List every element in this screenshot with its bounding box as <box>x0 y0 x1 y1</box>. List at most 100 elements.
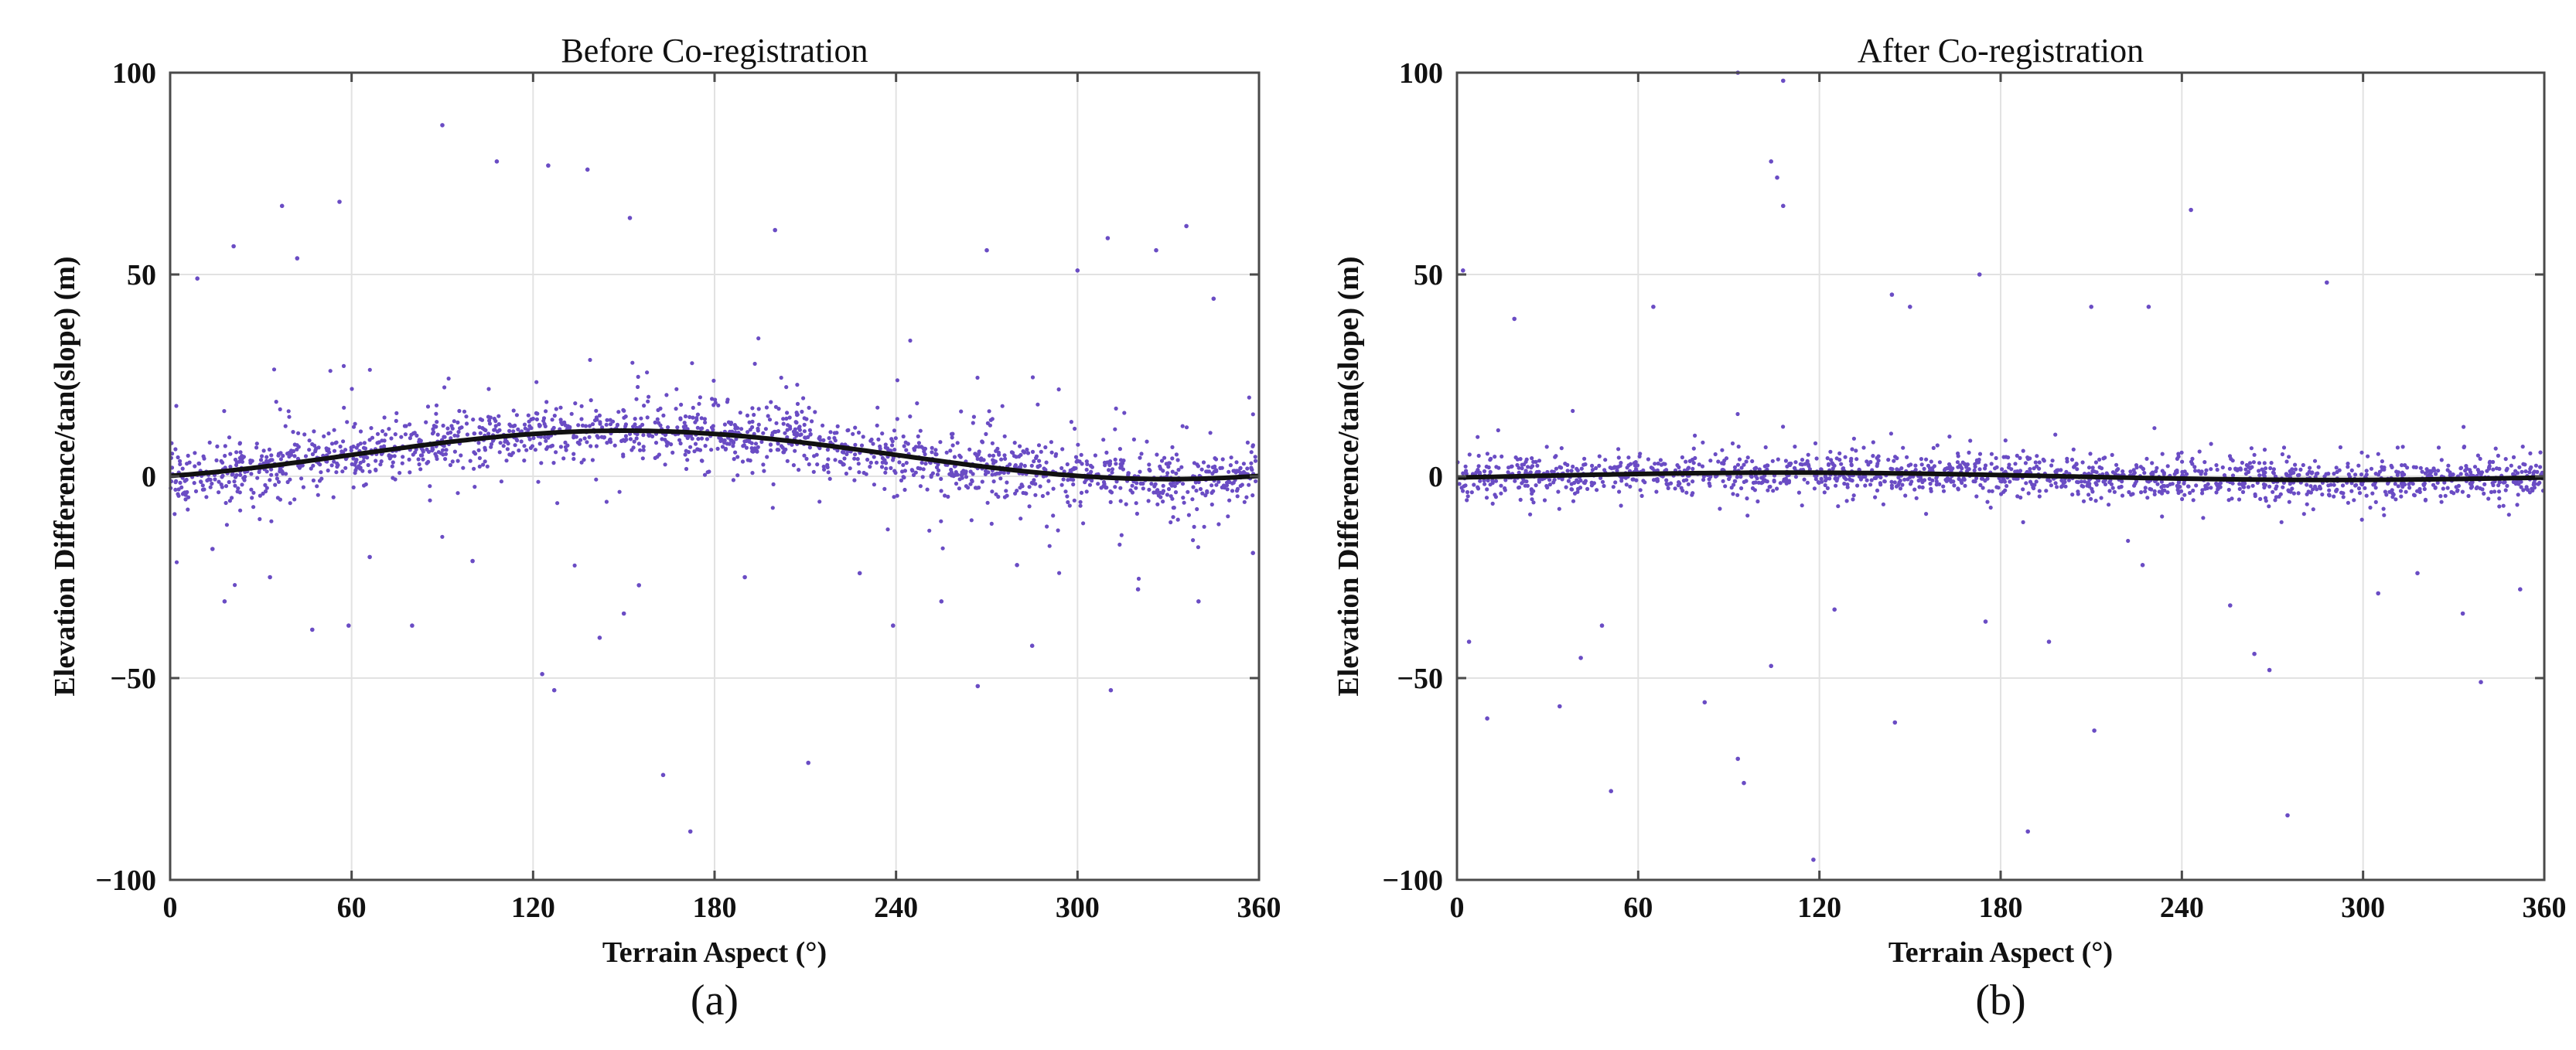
data-point <box>1174 471 1179 476</box>
data-point <box>695 425 700 430</box>
data-point <box>526 413 531 418</box>
data-point <box>418 453 424 458</box>
data-point <box>957 477 962 482</box>
data-point <box>2346 462 2350 466</box>
data-point <box>286 409 291 414</box>
data-point <box>862 470 866 476</box>
data-point <box>434 411 438 416</box>
data-point <box>499 479 504 484</box>
data-point <box>780 445 785 450</box>
data-point <box>1868 459 1873 465</box>
data-point <box>343 465 348 470</box>
data-point <box>173 480 178 485</box>
data-point <box>702 472 708 477</box>
data-point <box>1889 483 1894 488</box>
data-point <box>276 479 281 484</box>
outlier-point <box>1184 223 1189 229</box>
outlier-point <box>1769 663 1773 669</box>
data-point <box>1182 500 1186 505</box>
data-point <box>698 395 703 400</box>
data-point <box>579 417 584 421</box>
data-point <box>367 367 372 372</box>
data-point <box>546 435 551 440</box>
data-point <box>1865 478 1869 482</box>
outlier-point <box>2376 591 2380 596</box>
data-point <box>2086 493 2091 497</box>
data-point <box>1735 493 1740 497</box>
outlier-point <box>1512 316 1517 322</box>
data-point <box>2176 480 2181 485</box>
data-point <box>776 441 780 446</box>
data-point <box>2160 514 2165 519</box>
data-point <box>173 447 178 452</box>
data-point <box>725 441 730 446</box>
data-point <box>507 428 512 434</box>
data-point <box>2295 473 2301 478</box>
data-point <box>1485 452 1489 456</box>
data-point <box>1463 483 1468 488</box>
data-point <box>1114 479 1119 484</box>
outlier-point <box>585 167 590 172</box>
data-point <box>865 457 870 462</box>
data-point <box>781 421 786 426</box>
outlier-point <box>1105 236 1111 240</box>
data-point <box>813 410 817 414</box>
data-point <box>1575 466 1579 471</box>
data-point <box>1036 443 1042 448</box>
data-point <box>1854 457 1859 462</box>
data-point <box>268 478 272 482</box>
data-point <box>901 462 906 468</box>
data-point <box>2298 467 2303 472</box>
data-point <box>787 415 792 420</box>
data-point <box>2112 489 2117 494</box>
data-point <box>2395 472 2400 478</box>
data-point <box>1017 454 1022 459</box>
data-point <box>1118 499 1123 503</box>
data-point <box>750 424 755 430</box>
data-point <box>248 460 253 465</box>
data-point <box>1875 464 1879 469</box>
data-point <box>178 459 183 464</box>
data-point <box>473 431 477 436</box>
data-point <box>2476 470 2482 475</box>
data-point <box>2066 478 2071 482</box>
data-point <box>2359 450 2364 455</box>
data-point <box>1566 479 1571 483</box>
data-point <box>619 438 624 443</box>
data-point <box>1078 499 1083 504</box>
data-point <box>919 445 924 449</box>
data-point <box>2458 465 2464 470</box>
data-point <box>249 487 254 492</box>
data-point <box>1057 571 1062 575</box>
data-point <box>2463 469 2468 473</box>
data-point <box>916 434 920 439</box>
data-point <box>455 434 460 438</box>
data-point <box>534 380 539 384</box>
data-point <box>387 427 391 431</box>
data-point <box>2023 461 2028 465</box>
data-point <box>731 478 736 482</box>
data-point <box>1951 479 1956 484</box>
data-point <box>220 473 225 478</box>
data-point <box>2090 465 2095 470</box>
data-point <box>1825 486 1830 491</box>
data-point <box>2346 472 2351 477</box>
data-point <box>657 452 662 457</box>
data-point <box>1509 464 1513 469</box>
data-point <box>2037 460 2042 465</box>
data-point <box>2506 513 2511 517</box>
data-point <box>2192 465 2197 469</box>
x-tick-label: 0 <box>1450 891 1465 924</box>
data-point <box>296 431 301 435</box>
data-point <box>2373 486 2378 490</box>
data-point <box>744 445 749 450</box>
data-point <box>2491 467 2496 472</box>
data-point <box>234 450 239 455</box>
data-point <box>1065 494 1070 499</box>
outlier-point <box>636 583 641 588</box>
data-point <box>2412 493 2417 498</box>
data-point <box>1250 493 1255 498</box>
data-point <box>890 439 895 444</box>
data-point <box>1863 483 1868 488</box>
data-point <box>275 472 279 477</box>
